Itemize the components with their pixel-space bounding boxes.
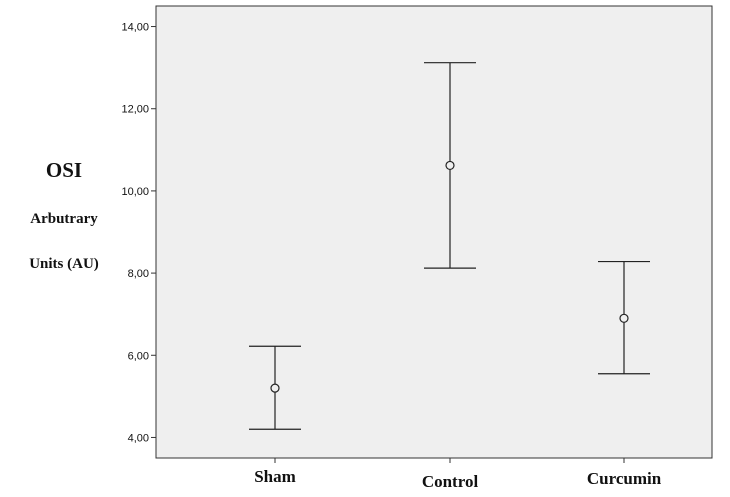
y-axis-title-line-2: Arbutrary [30, 211, 98, 227]
y-tick-label: 12,00 [121, 104, 149, 116]
mean-point [271, 384, 279, 392]
x-axis: Sham Control Curcumin [254, 458, 661, 491]
y-axis-title-line-1: OSI [46, 158, 82, 182]
x-category-label: Sham [254, 467, 296, 486]
mean-point [620, 314, 628, 322]
y-tick-label: 4,00 [128, 432, 149, 444]
mean-point [446, 161, 454, 169]
y-tick-label: 10,00 [121, 186, 149, 198]
x-category-label: Control [422, 472, 479, 491]
y-tick-label: 14,00 [121, 22, 149, 34]
plot-area [156, 6, 712, 458]
y-axis-title-line-3: Units (AU) [29, 256, 99, 272]
y-tick-label: 6,00 [128, 350, 149, 362]
y-axis: 4,00 6,00 8,00 10,00 12,00 14,00 [121, 22, 156, 445]
x-category-label: Curcumin [587, 469, 662, 488]
y-tick-label: 8,00 [128, 268, 149, 280]
